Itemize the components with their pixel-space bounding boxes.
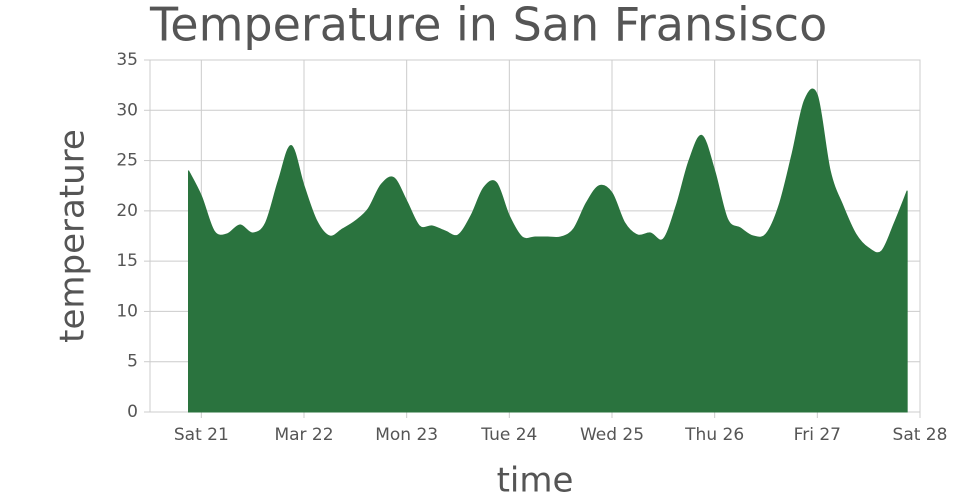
y-tick-label: 10	[116, 301, 138, 321]
y-axis-title: temperature	[53, 129, 93, 343]
x-tick-label: Mon 23	[375, 425, 438, 445]
y-tick-label: 20	[116, 201, 138, 221]
y-tick-label: 30	[116, 100, 138, 120]
area	[188, 88, 908, 413]
x-tick-label: Mar 22	[274, 425, 333, 445]
chart-title: Temperature in San Fransisco	[149, 0, 827, 52]
x-tick-label: Fri 27	[794, 425, 841, 445]
y-tick-label: 5	[127, 352, 138, 372]
y-tick-label: 15	[116, 251, 138, 271]
x-tick-label: Sat 28	[893, 425, 948, 445]
y-tick-label: 35	[116, 50, 138, 70]
y-tick-label: 25	[116, 151, 138, 171]
x-tick-label: Thu 26	[684, 425, 744, 445]
x-tick-label: Tue 24	[480, 425, 537, 445]
x-axis-title: time	[497, 461, 574, 500]
y-tick-label: 0	[127, 402, 138, 422]
x-tick-label: Wed 25	[580, 425, 644, 445]
x-tick-label: Sat 21	[174, 425, 229, 445]
